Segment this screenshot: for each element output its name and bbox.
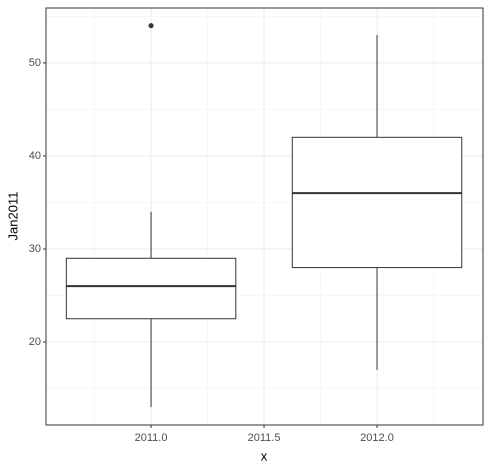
box [65,257,237,320]
y-tick-label: 50 [29,57,41,69]
x-tick-label: 2011.5 [248,432,281,444]
panel-border [45,7,484,426]
y-axis-title: Jan2011 [5,192,20,241]
x-tick-label: 2011.0 [135,432,168,444]
x-tick-label: 2012.0 [360,432,394,444]
box [291,136,463,269]
y-tick-label: 20 [29,336,41,348]
y-tick-label: 30 [29,243,41,255]
y-tick-label: 40 [29,150,41,162]
outlier [148,23,154,29]
x-axis-title: x [261,448,268,463]
